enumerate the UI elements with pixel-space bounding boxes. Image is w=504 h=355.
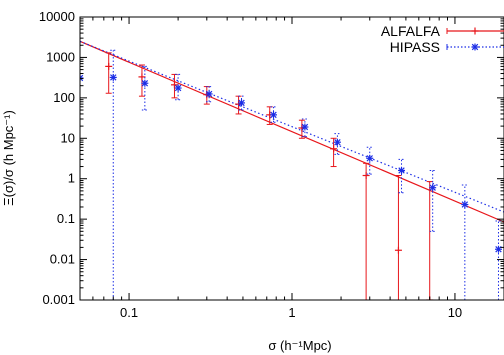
data-point-hipass	[270, 111, 278, 119]
plot-frame	[79, 16, 504, 301]
data-point-hipass	[494, 245, 502, 253]
y-tick-label: 1000	[46, 49, 75, 64]
y-tick-label: 1	[68, 171, 75, 186]
x-tick-label: 1	[288, 305, 295, 320]
data-point-hipass	[429, 184, 437, 192]
data-layer	[80, 40, 504, 300]
y-tick-label: 0.01	[50, 252, 75, 267]
x-tick-label: 10	[448, 305, 462, 320]
data-point-alfalfa	[330, 145, 338, 153]
data-point-alfalfa	[138, 73, 146, 81]
axis-ticks	[79, 16, 504, 301]
data-point-hipass	[205, 90, 213, 98]
data-point-alfalfa	[105, 62, 113, 70]
data-point-hipass	[333, 138, 341, 146]
data-point-hipass	[461, 201, 469, 209]
data-point-alfalfa	[170, 81, 178, 89]
legend-marker-hipass	[471, 43, 479, 51]
y-tick-label: 10000	[39, 9, 75, 24]
y-axis-title: Ξ(σ)/σ (h Mpc⁻¹)	[1, 110, 16, 206]
y-tick-label: 0.001	[42, 292, 75, 307]
fit-line-alfalfa	[80, 40, 504, 223]
y-tick-label: 0.1	[57, 211, 75, 226]
legend-label-alfalfa: ALFALFA	[381, 23, 441, 39]
data-point-hipass	[398, 166, 406, 174]
tick-labels: 0.001 0.01 0.1 1 10 100 1000 10000 0.1 1 10	[39, 9, 462, 320]
data-point-hipass	[141, 79, 149, 87]
data-point-hipass	[174, 84, 182, 92]
data-point-alfalfa	[394, 246, 402, 254]
data-point-hipass	[301, 123, 309, 131]
data-point-alfalfa	[362, 172, 370, 180]
data-point-hipass	[109, 73, 117, 81]
fit-line-hipass	[80, 40, 504, 213]
y-tick-label: 100	[53, 90, 75, 105]
y-tick-label: 10	[61, 130, 75, 145]
legend-marker-alfalfa	[471, 27, 479, 35]
data-point-hipass	[80, 74, 84, 82]
x-tick-label: 0.1	[120, 305, 138, 320]
legend-label-hipass: HIPASS	[390, 39, 440, 55]
data-point-hipass	[366, 154, 374, 162]
data-point-hipass	[238, 99, 246, 107]
x-axis-title: σ (h⁻¹Mpc)	[268, 338, 331, 353]
